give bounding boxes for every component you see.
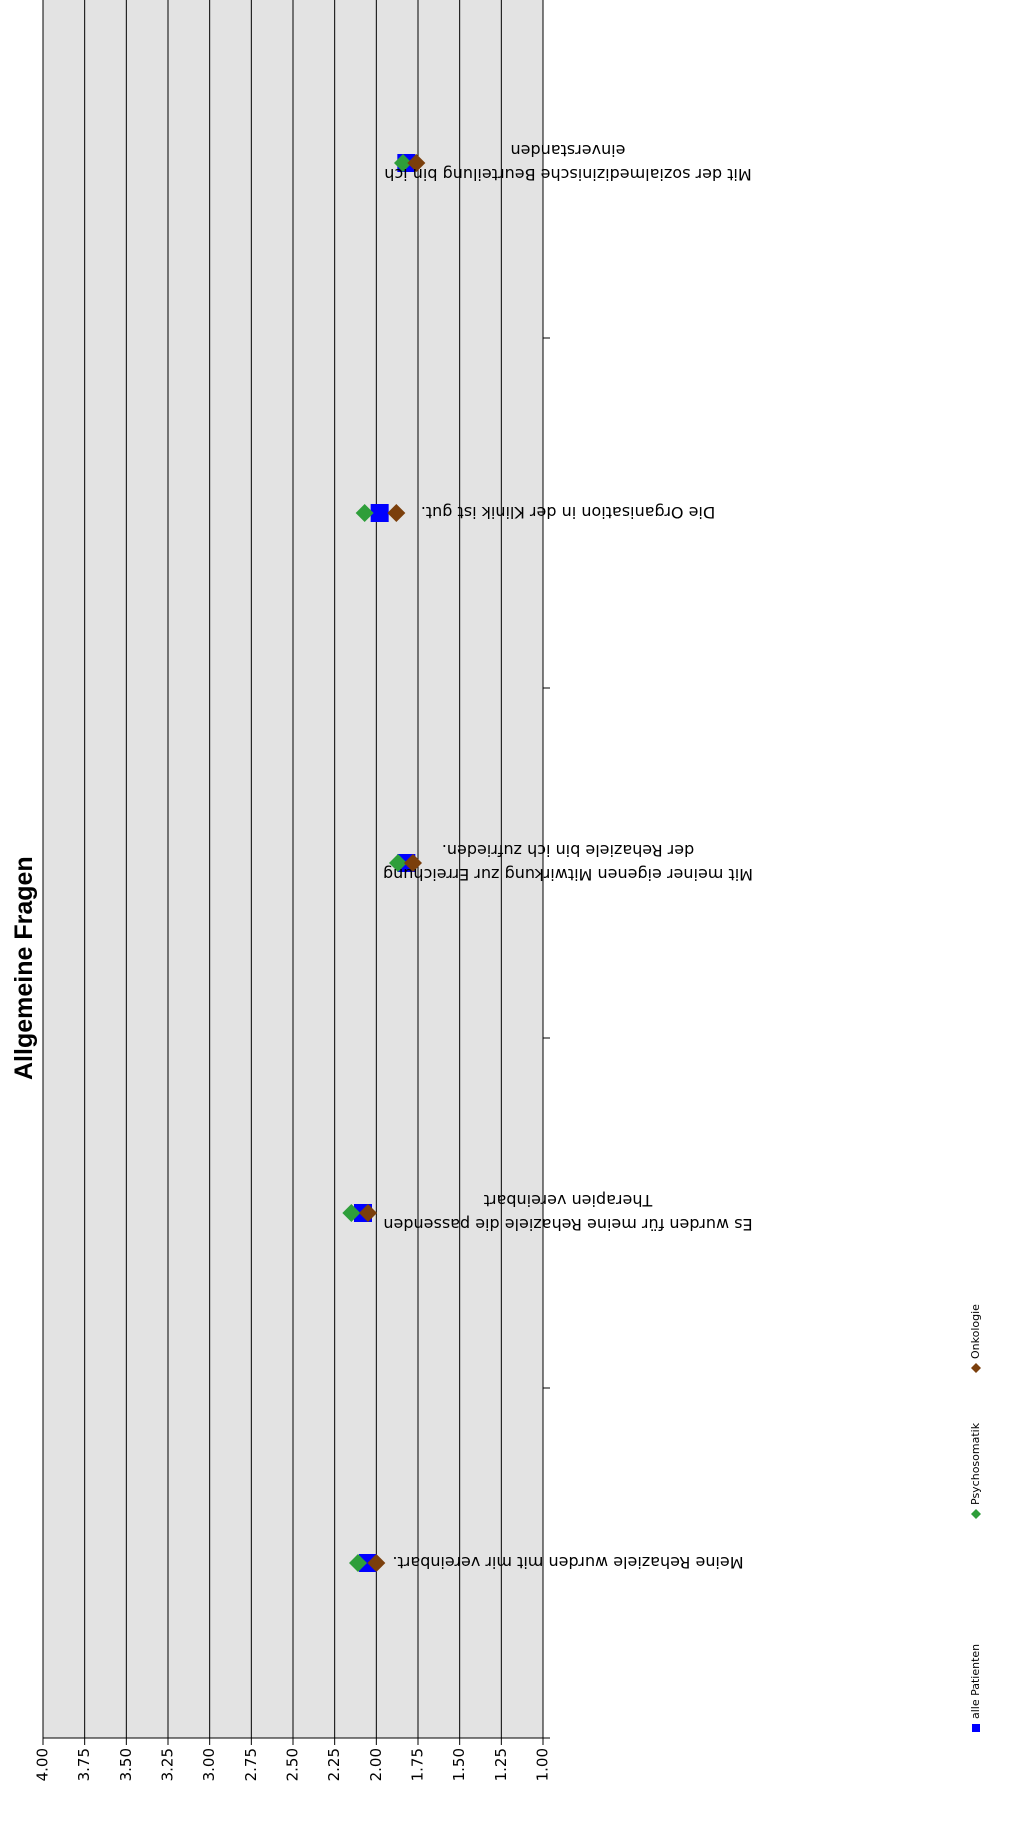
legend-label: Psychosomatik bbox=[969, 1422, 982, 1505]
category-label-line: Die Organisation in der Klinik ist gut. bbox=[421, 503, 715, 522]
legend-marker bbox=[972, 1724, 980, 1732]
marker-alle-patienten bbox=[370, 504, 389, 522]
category-label-line: Mit der sozialmedizinische Beurteilung b… bbox=[384, 165, 751, 184]
marker-psychosomatik bbox=[389, 854, 407, 872]
value-tick-label: 4.00 bbox=[34, 1748, 52, 1781]
marker-psychosomatik bbox=[355, 504, 374, 522]
marker-psychosomatik bbox=[349, 1554, 367, 1572]
value-tick-label: 2.00 bbox=[367, 1748, 385, 1781]
legend-label: Onkologie bbox=[969, 1304, 982, 1359]
category-label: Meine Rehaziele wurden mit mir vereinbar… bbox=[392, 1553, 743, 1572]
marker-onkologie bbox=[407, 154, 426, 172]
chart-title: Allgemeine Fragen bbox=[10, 856, 38, 1080]
category-label: Mit meiner eigenen Mitwirkung zur Erreic… bbox=[383, 841, 753, 884]
plot-frame bbox=[42, 0, 544, 1739]
category-label-line: der Rehaziele bin ich zufrieden. bbox=[442, 841, 694, 860]
marker-psychosomatik bbox=[394, 154, 412, 172]
legend-marker bbox=[971, 1509, 981, 1519]
value-tick-label: 1.00 bbox=[534, 1748, 552, 1781]
value-tick-label: 3.25 bbox=[159, 1748, 177, 1781]
value-tick-label: 3.75 bbox=[75, 1748, 93, 1781]
value-tick-label: 1.25 bbox=[492, 1748, 510, 1781]
legend: alle Patienten Psychosomatik Onkologie bbox=[969, 1304, 982, 1732]
category-labels: Meine Rehaziele wurden mit mir vereinbar… bbox=[383, 141, 753, 1572]
legend-label: alle Patienten bbox=[969, 1644, 982, 1719]
value-tick-label: 2.75 bbox=[242, 1748, 260, 1781]
value-tick-label: 2.25 bbox=[325, 1748, 343, 1781]
data-marks bbox=[342, 154, 426, 1572]
legend-marker bbox=[971, 1363, 981, 1373]
category-label-line: Mit meiner eigenen Mitwirkung zur Erreic… bbox=[383, 865, 753, 884]
category-label: Die Organisation in der Klinik ist gut. bbox=[421, 503, 715, 522]
category-label: Es wurden für meine Rehaziele die passen… bbox=[383, 1191, 752, 1234]
category-label-line: Therapien vereinbart bbox=[484, 1191, 654, 1210]
category-label-line: einverstanden bbox=[510, 141, 625, 160]
value-tick-label: 1.75 bbox=[409, 1748, 427, 1781]
marker-onkologie bbox=[367, 1554, 386, 1572]
category-ticks bbox=[543, 337, 550, 1739]
grid-lines bbox=[42, 0, 544, 1745]
value-tick-label: 3.50 bbox=[117, 1748, 135, 1781]
value-tick-label: 1.50 bbox=[450, 1748, 468, 1781]
marker-onkologie bbox=[359, 1204, 377, 1222]
marker-psychosomatik bbox=[342, 1204, 361, 1222]
category-label-line: Meine Rehaziele wurden mit mir vereinbar… bbox=[392, 1553, 743, 1572]
value-tick-labels: 4.00 3.75 3.50 3.25 3.00 2.75 2.50 2.25 2.00 1.75… bbox=[34, 1748, 552, 1781]
category-label: Mit der sozialmedizinische Beurteilung b… bbox=[384, 141, 751, 184]
marker-onkologie bbox=[387, 504, 406, 522]
marker-onkologie bbox=[404, 854, 422, 872]
value-tick-label: 2.50 bbox=[284, 1748, 302, 1781]
category-label-line: Es wurden für meine Rehaziele die passen… bbox=[383, 1215, 752, 1234]
value-tick-label: 3.00 bbox=[200, 1748, 218, 1781]
